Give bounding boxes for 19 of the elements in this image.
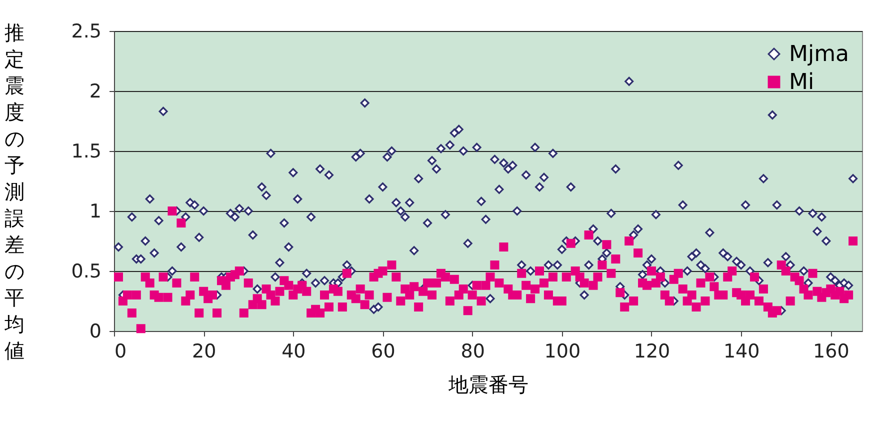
x-tick-label: 40 [282, 340, 306, 362]
y-tick-label: 1.5 [71, 140, 102, 162]
y-tick-label: 2.5 [71, 20, 102, 42]
y-tick-label: 0 [89, 320, 102, 342]
legend-label: Mjma [789, 42, 850, 67]
x-tick-label: 120 [634, 340, 670, 362]
x-axis-title: 地震番号 [448, 372, 528, 396]
y-tick-label: 1 [89, 200, 102, 222]
y-tick-label: 0.5 [71, 260, 102, 282]
x-tick-label: 140 [723, 340, 760, 362]
y-tick-label: 2 [89, 80, 102, 102]
x-tick-label: 80 [460, 340, 485, 362]
text: 推定震度の予測誤差の平均値 [4, 20, 24, 362]
x-tick-label: 100 [544, 340, 581, 362]
x-tick-label: 0 [114, 340, 127, 362]
x-tick-label: 60 [371, 340, 396, 362]
legend-label: Mi [789, 70, 814, 95]
x-tick-label: 160 [813, 340, 850, 362]
x-tick-label: 20 [192, 340, 216, 362]
